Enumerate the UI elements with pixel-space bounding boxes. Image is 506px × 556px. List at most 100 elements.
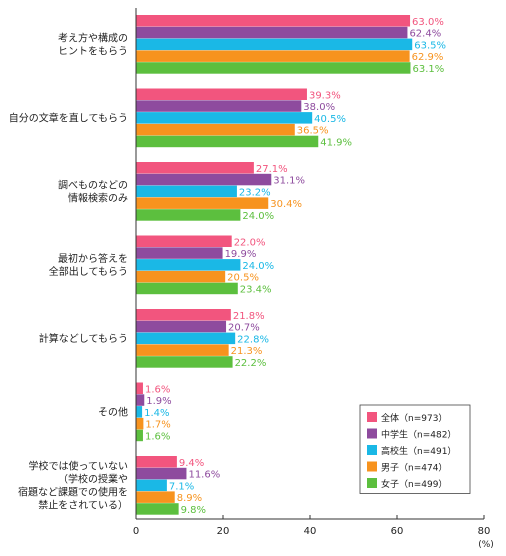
bar [136,394,145,406]
category-label: 情報検索のみ [68,192,128,205]
data-label: 19.9% [225,249,257,260]
data-label: 36.5% [297,126,329,137]
bar [136,282,238,295]
data-label: 21.8% [233,311,265,322]
x-tick-label: 40 [304,526,317,537]
data-label: 41.9% [320,138,352,149]
legend-label: 全体（n=973） [381,412,447,424]
category-label: 自分の文章を直してもらう [9,112,128,125]
bar [136,209,241,221]
data-label: 27.1% [256,164,288,175]
bar [136,320,227,333]
data-label: 11.6% [188,470,220,481]
bar [136,417,144,430]
data-label: 63.1% [412,64,444,75]
category-label: 調べものなどの [58,179,128,192]
bar [136,135,319,148]
category-label: 宿題など課題での使用を [18,486,128,499]
category-label: （学校の授業や [58,473,128,486]
bar [136,100,302,112]
data-label: 1.7% [145,420,170,431]
bar [136,309,231,321]
bar [136,332,236,345]
data-label: 22.2% [235,358,267,369]
bar [136,50,410,62]
legend-label: 女子（n=499） [381,478,447,490]
data-label: 40.5% [314,114,346,125]
legend-box [359,404,471,494]
data-label: 1.6% [145,432,170,443]
data-label: 23.2% [239,187,271,198]
legend-swatch [367,461,377,472]
legend-swatch [367,412,377,422]
data-label: 23.4% [240,285,272,296]
category-label: 禁止をされている） [38,500,128,512]
data-label: 21.3% [231,346,263,357]
data-label: 9.8% [181,505,206,516]
bar [136,123,295,136]
data-label: 20.7% [228,323,260,334]
bar [136,344,229,356]
bar [136,38,413,51]
category-label: 考え方や構成の [58,32,128,45]
bar [136,382,143,394]
bar [136,185,237,198]
legend-swatch [367,478,377,488]
bar [136,15,411,27]
bar [136,491,175,503]
x-tick-label: 60 [391,526,404,537]
bar [136,406,143,418]
bars [136,15,413,515]
bar [136,62,411,74]
bar [136,112,313,124]
data-label: 62.9% [412,52,444,63]
category-label: 全部出してもらう [49,265,128,278]
data-label: 30.4% [270,199,302,210]
legend-swatch [367,445,377,455]
legend-swatch [367,428,377,439]
bar [136,162,254,174]
x-tick-label: 20 [217,526,230,537]
data-label: 8.9% [177,493,202,504]
bar [136,356,233,368]
data-label: 62.4% [409,29,441,40]
data-label: 1.6% [145,384,170,395]
bar [136,247,223,259]
category-label: 学校では使っていない [29,460,129,473]
data-label: 39.3% [309,90,341,101]
bar [136,429,143,442]
category-labels: 考え方や構成のヒントをもらう自分の文章を直してもらう調べものなどの情報検索のみ最… [9,32,128,512]
data-label: 1.9% [146,396,171,407]
legend-label: 中学生（n=482） [381,429,456,441]
bar [136,88,307,100]
data-label: 22.0% [234,237,266,248]
category-label: その他 [98,406,128,419]
legend: 全体（n=973） 中学生（n=482） 高校生（n=491） 男子（n=474） 女子… [359,404,471,494]
category-label: 最初から答えを [58,252,128,265]
bar [136,270,226,283]
data-label: 38.0% [303,102,335,113]
data-label: 20.5% [227,273,259,284]
bar [136,235,232,247]
x-tick-label: 80 [478,526,491,537]
data-labels: 63.0%62.4%63.5%62.9%63.1% 39.3%38.0%40.5%… [144,17,446,516]
data-label: 7.1% [169,481,194,492]
legend-label: 高校生（n=491） [381,445,456,457]
x-axis: 0 20 40 60 80 [133,8,491,537]
bar [136,479,167,492]
data-label: 31.1% [273,176,305,187]
bar [136,503,179,515]
data-label: 63.0% [412,17,444,28]
data-label: 24.0% [242,261,274,272]
bar [136,26,408,39]
x-axis-unit: (%) [478,540,494,550]
bar [136,259,241,271]
data-label: 9.4% [179,458,204,469]
data-label: 63.5% [414,40,446,51]
x-tick-label: 0 [133,526,139,537]
bar [136,467,187,480]
category-label: ヒントをもらう [58,46,128,58]
data-label: 22.8% [237,334,269,345]
legend-label: 男子（n=474） [381,463,447,474]
